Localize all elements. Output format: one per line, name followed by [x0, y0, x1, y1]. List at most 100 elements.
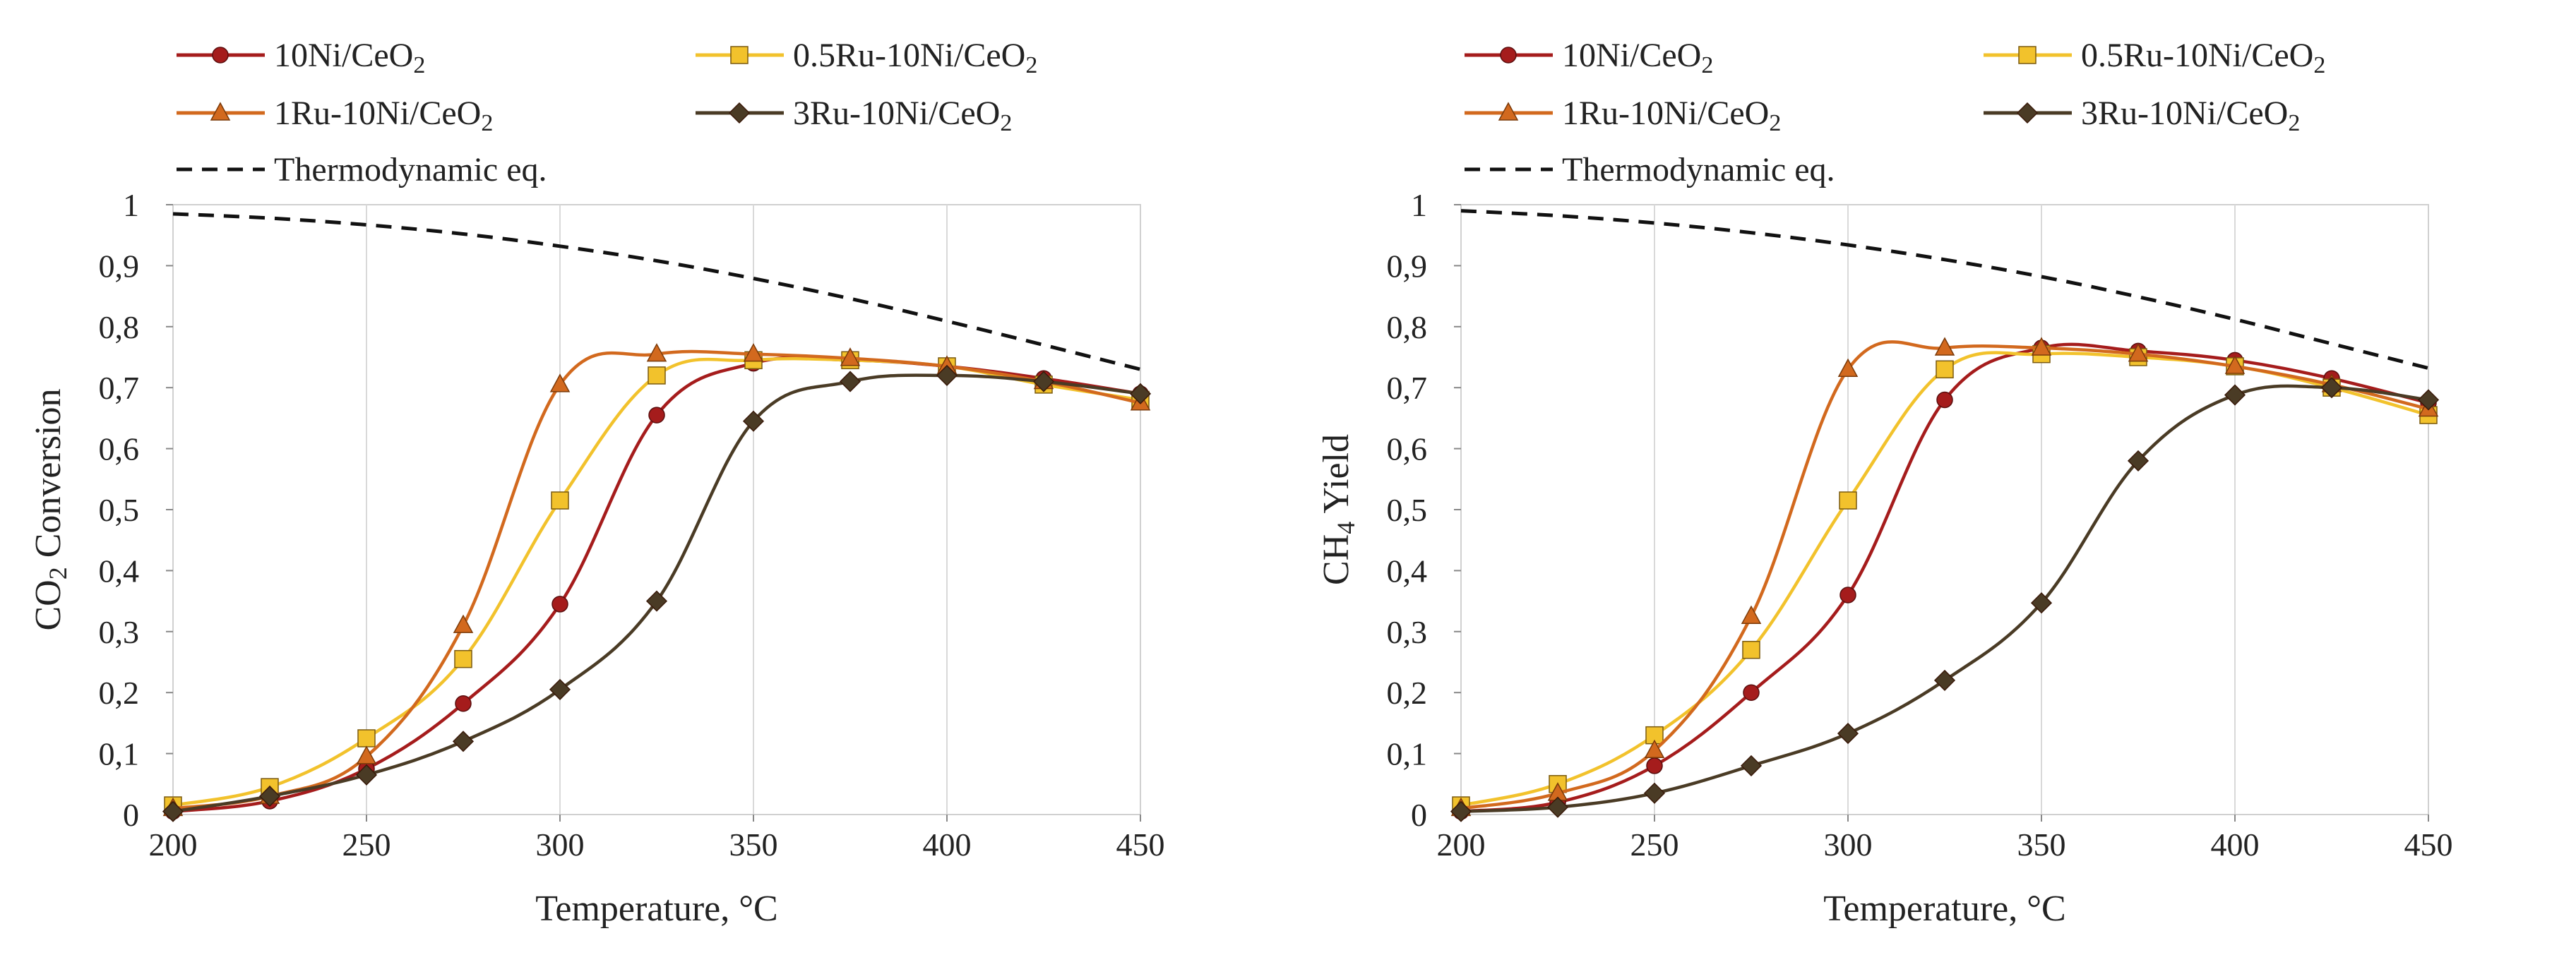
x-tick-label: 250	[342, 827, 391, 863]
x-tick-label: 300	[1824, 827, 1873, 863]
series-line-thermodynamic-eq	[172, 212, 1141, 371]
data-point-3ru-10ni-ceo2	[1643, 782, 1666, 804]
y-tick-label: 0,1	[1387, 736, 1428, 772]
plot-area	[1460, 204, 2429, 815]
text-subscript: 2	[481, 110, 493, 136]
x-tick-label: 400	[923, 827, 972, 863]
y-tick-label: 0,7	[1387, 370, 1428, 406]
y-tick-label: 0,2	[1387, 675, 1428, 711]
y-axis-title: CO2 Conversion	[28, 388, 72, 630]
data-point-3ru-10ni-ceo2	[2417, 389, 2440, 411]
y-tick-label: 0,6	[1387, 431, 1428, 467]
data-point-1ru-10ni-ceo2	[2031, 337, 2052, 356]
x-tick-label: 200	[1437, 827, 1486, 863]
y-tick-label: 0,9	[99, 248, 140, 284]
y-tick-label: 1	[1411, 187, 1427, 223]
data-point-3ru-10ni-ceo2	[1933, 669, 1956, 691]
legend-label: 10Ni/CeO2	[1562, 37, 1713, 78]
text-base: Thermodynamic eq.	[274, 151, 547, 188]
data-point-1ru-10ni-ceo2	[1644, 739, 1665, 759]
y-tick-label: 0,2	[99, 675, 140, 711]
data-point-0-5ru-10ni-ceo2	[1936, 360, 1954, 379]
ch4-yield-chart: 200 250 300 350 400 450 0 0,1 0,2 0,3 0,4 0,5 0,6 0,7…	[1288, 0, 2576, 975]
data-point-3ru-10ni-ceo2	[1740, 755, 1763, 776]
data-point-3ru-10ni-ceo2	[936, 364, 958, 386]
y-tick-label: 0,3	[1387, 614, 1428, 650]
series-thermodynamic-eq	[172, 212, 1141, 371]
text-base: 10Ni/CeO	[274, 37, 413, 74]
data-point-10ni-ceo2	[1646, 757, 1663, 774]
co2-conversion-chart: 200 250 300 350 400 450 0 0,1 0,2 0,3 0,4 0,5 0,6 0,7…	[0, 0, 1288, 975]
text-subscript: 2	[2288, 110, 2300, 136]
x-axis-title: Temperature, °C	[1823, 889, 2065, 929]
series-line-3ru-10ni-ceo2	[1460, 384, 2429, 813]
y-tick-label: 0,4	[1387, 553, 1428, 589]
data-point-3ru-10ni-ceo2	[452, 731, 475, 752]
x-axis-title: Temperature, °C	[535, 889, 777, 929]
text-base: CH	[1316, 534, 1356, 585]
data-point-0-5ru-10ni-ceo2	[357, 729, 376, 747]
legend-label: 3Ru-10Ni/CeO2	[2081, 95, 2300, 136]
y-tick-label: 0,5	[99, 492, 140, 528]
data-point-10ni-ceo2	[648, 407, 665, 424]
legend-label: 0.5Ru-10Ni/CeO2	[2081, 37, 2325, 78]
y-tick-label: 0	[1411, 797, 1427, 833]
text-base: 3Ru-10Ni/CeO	[793, 95, 1000, 132]
x-tick-label: 450	[2404, 827, 2453, 863]
y-tick-label: 0,5	[1387, 492, 1428, 528]
ch4-yield-chart-svg: 200 250 300 350 400 450 0 0,1 0,2 0,3 0,4 0,5 0,6 0,7…	[1316, 37, 2453, 929]
text-subscript: 2	[1701, 52, 1713, 78]
data-point-3ru-10ni-ceo2	[549, 678, 571, 700]
text-base: CO	[28, 579, 68, 630]
legend-marker	[730, 46, 749, 64]
legend-label: Thermodynamic eq.	[274, 151, 547, 188]
text-base: 0.5Ru-10Ni/CeO	[2081, 37, 2313, 74]
series-group	[1450, 209, 2440, 822]
y-tick-label: 0,3	[99, 614, 140, 650]
data-point-3ru-10ni-ceo2	[2127, 450, 2149, 472]
text-subscript: 2	[1769, 110, 1781, 136]
data-point-3ru-10ni-ceo2	[258, 786, 281, 807]
data-point-3ru-10ni-ceo2	[742, 410, 765, 432]
y-tick-label: 0,6	[99, 431, 140, 467]
series-line-1ru-10ni-ceo2	[172, 349, 1141, 810]
legend-marker	[210, 102, 231, 121]
data-point-0-5ru-10ni-ceo2	[454, 649, 472, 668]
data-point-3ru-10ni-ceo2	[1450, 800, 1472, 822]
data-point-0-5ru-10ni-ceo2	[648, 366, 666, 385]
text-subscript: 2	[1000, 110, 1012, 136]
legend-marker	[2018, 46, 2037, 64]
y-tick-label: 0,9	[1387, 248, 1428, 284]
y-tick-label: 0	[123, 797, 139, 833]
y-tick-label: 0,8	[99, 309, 140, 345]
data-point-1ru-10ni-ceo2	[356, 745, 377, 764]
data-point-1ru-10ni-ceo2	[453, 614, 474, 633]
series-group	[162, 212, 1152, 822]
legend-item-3ru-10ni-ceo2: 3Ru-10Ni/CeO2	[1984, 95, 2300, 136]
text-rest: Yield	[1316, 434, 1356, 522]
text-base: 3Ru-10Ni/CeO	[2081, 95, 2288, 132]
legend-item-0-5ru-10ni-ceo2: 0.5Ru-10Ni/CeO2	[696, 37, 1037, 78]
text-base: 1Ru-10Ni/CeO	[1562, 95, 1769, 132]
data-point-1ru-10ni-ceo2	[1837, 358, 1859, 378]
data-point-10ni-ceo2	[455, 695, 472, 712]
data-point-3ru-10ni-ceo2	[1546, 796, 1569, 818]
legend-item-thermodynamic-eq: Thermodynamic eq.	[177, 151, 547, 188]
data-point-1ru-10ni-ceo2	[2128, 343, 2149, 362]
series-line-10ni-ceo2	[1460, 342, 2429, 813]
series-thermodynamic-eq	[1460, 209, 2429, 371]
y-tick-label: 1	[123, 187, 139, 223]
legend-item-1ru-10ni-ceo2: 1Ru-10Ni/CeO2	[177, 95, 493, 136]
data-point-1ru-10ni-ceo2	[2224, 355, 2246, 374]
y-tick-label: 0,4	[99, 553, 140, 589]
text-subscript: 4	[1332, 522, 1360, 534]
x-tick-label: 450	[1116, 827, 1165, 863]
data-point-1ru-10ni-ceo2	[1741, 605, 1762, 624]
legend-item-0-5ru-10ni-ceo2: 0.5Ru-10Ni/CeO2	[1984, 37, 2325, 78]
legend-item-10ni-ceo2: 10Ni/CeO2	[1465, 37, 1713, 78]
data-point-10ni-ceo2	[551, 596, 568, 613]
x-tick-label: 200	[149, 827, 198, 863]
text-subscript: 2	[413, 52, 425, 78]
legend-item-thermodynamic-eq: Thermodynamic eq.	[1465, 151, 1835, 188]
y-tick-label: 0,1	[99, 736, 140, 772]
